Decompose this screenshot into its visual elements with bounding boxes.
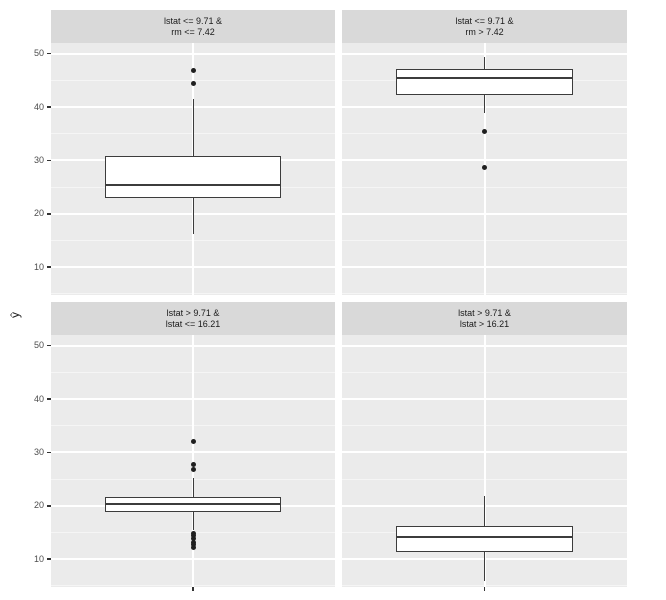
- facet-strip-label-line2: lstat <= 16.21: [165, 318, 221, 329]
- facet-strip-top-left: lstat <= 9.71 & rm <= 7.42: [51, 10, 335, 43]
- facet-strip-label-line2: rm <= 7.42: [171, 26, 215, 37]
- y-tick-label: 10: [33, 553, 44, 564]
- facet-strip-label-line2: lstat > 16.21: [459, 318, 510, 329]
- facet-panel-bottom-right: [342, 335, 627, 587]
- facet-strip-label-line1: lstat <= 9.71 &: [163, 15, 223, 26]
- facet-panel-top-left: [51, 43, 335, 295]
- x-position-gridline: [192, 335, 194, 587]
- y-tick-mark: [47, 451, 51, 454]
- outlier-point: [190, 539, 196, 545]
- outlier-point: [190, 536, 196, 542]
- y-tick-mark: [47, 344, 51, 347]
- y-tick-mark: [47, 213, 51, 215]
- y-tick-label: 20: [33, 208, 44, 219]
- outlier-point: [190, 461, 196, 467]
- y-tick-mark: [47, 398, 51, 400]
- y-tick-label: 50: [33, 48, 44, 59]
- outlier-point: [190, 530, 196, 536]
- y-tick-mark: [47, 266, 51, 268]
- y-tick-mark: [47, 106, 51, 108]
- boxplot-box: [104, 156, 282, 199]
- outlier-point: [190, 542, 196, 548]
- boxplot-median: [104, 503, 282, 506]
- outlier-point: [190, 67, 196, 73]
- facet-panel-bottom-left: [51, 335, 335, 587]
- y-tick-label: 50: [33, 340, 44, 351]
- boxplot-median: [396, 76, 573, 79]
- y-tick-label: 10: [33, 261, 44, 272]
- facet-strip-label-line1: lstat > 9.71 &: [458, 307, 511, 318]
- outlier-point: [190, 533, 196, 539]
- boxplot-box: [396, 69, 573, 96]
- x-tick-mark: [483, 587, 486, 591]
- y-tick-mark: [47, 558, 51, 560]
- outlier-point: [482, 164, 487, 170]
- facet-strip-top-right: lstat <= 9.71 & rm > 7.42: [342, 10, 627, 43]
- y-tick-label: 20: [33, 500, 44, 511]
- outlier-point: [190, 544, 196, 550]
- facet-strip-bottom-left: lstat > 9.71 & lstat <= 16.21: [51, 302, 335, 335]
- outlier-point: [190, 439, 196, 445]
- outlier-point: [190, 80, 196, 86]
- facet-strip-label-line2: rm > 7.42: [465, 26, 504, 37]
- boxplot-median: [396, 535, 573, 538]
- boxplot-box: [396, 526, 573, 552]
- x-position-gridline: [483, 335, 486, 587]
- facet-panel-top-right: [342, 43, 627, 295]
- outlier-point: [482, 128, 487, 134]
- y-axis-title: ŷ: [8, 312, 22, 318]
- y-tick-label: 30: [33, 154, 44, 165]
- y-tick-label: 40: [33, 101, 44, 112]
- boxplot-median: [104, 184, 282, 187]
- outlier-point: [190, 466, 196, 472]
- y-tick-mark: [47, 52, 51, 55]
- facet-strip-bottom-right: lstat > 9.71 & lstat > 16.21: [342, 302, 627, 335]
- y-tick-label: 30: [33, 446, 44, 457]
- y-tick-mark: [47, 505, 51, 507]
- facet-strip-label-line1: lstat <= 9.71 &: [455, 15, 514, 26]
- y-tick-mark: [47, 159, 51, 162]
- facet-strip-label-line1: lstat > 9.71 &: [166, 307, 220, 318]
- y-tick-label: 40: [33, 393, 44, 404]
- x-tick-mark: [192, 587, 194, 591]
